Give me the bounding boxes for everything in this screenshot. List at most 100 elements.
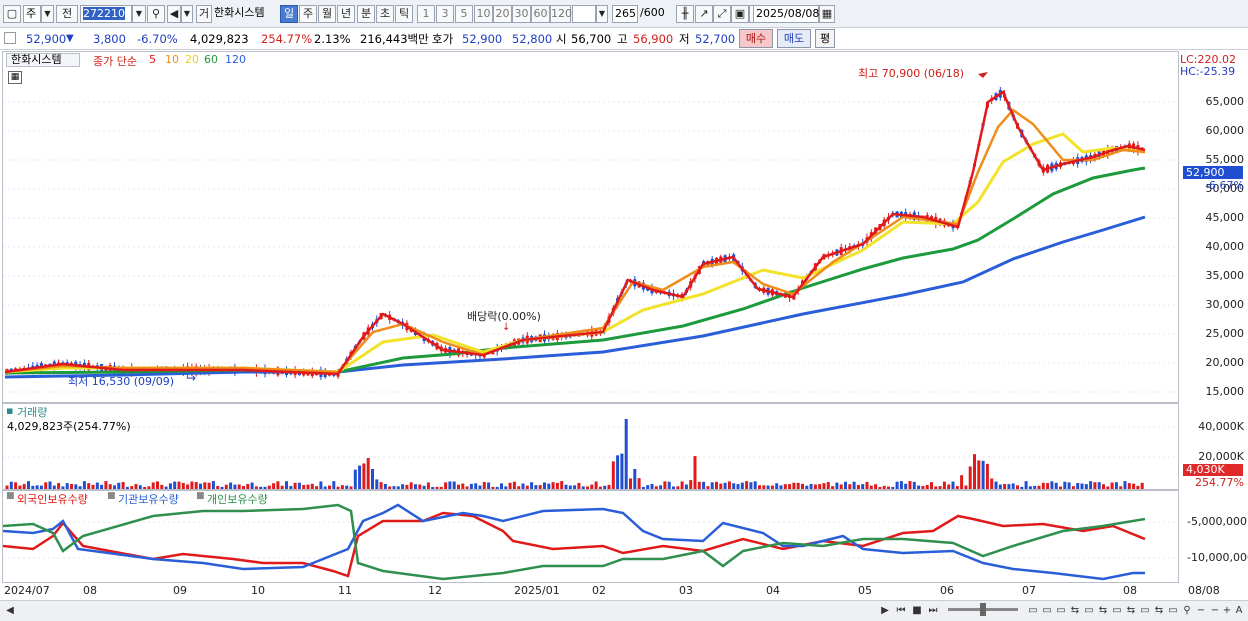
quote-checkbox[interactable] bbox=[4, 32, 16, 44]
period-second[interactable]: 초 bbox=[376, 5, 394, 23]
period-tick[interactable]: 틱 bbox=[395, 5, 413, 23]
high-annotation: 최고 70,900 (06/18) bbox=[858, 67, 965, 80]
interval-dropdown-icon[interactable]: ▼ bbox=[596, 5, 608, 23]
volume-bar bbox=[9, 481, 13, 489]
volume-bar bbox=[181, 482, 185, 489]
volume-bar bbox=[727, 481, 731, 489]
volume-bar bbox=[323, 486, 327, 489]
period-day[interactable]: 일 bbox=[280, 5, 298, 23]
volume-bar bbox=[689, 480, 693, 489]
chart-type-icon-1[interactable]: ▭ bbox=[1028, 605, 1038, 616]
interval-5[interactable]: 5 bbox=[455, 5, 473, 23]
stock-code-input[interactable]: 272210 bbox=[80, 5, 132, 23]
chart-type-icon-9[interactable]: ▭ bbox=[1140, 605, 1150, 616]
stock-code-value: 272210 bbox=[83, 7, 125, 20]
stock-name: 한화시스템 bbox=[214, 6, 265, 19]
ma-legend-60: 60 bbox=[204, 53, 218, 66]
stock-legend[interactable]: 한화시스템 bbox=[6, 53, 80, 67]
interval-120[interactable]: 120 bbox=[550, 5, 572, 23]
calendar-icon[interactable]: ▦ bbox=[819, 5, 835, 23]
volume-bar bbox=[186, 484, 190, 489]
interval-60[interactable]: 60 bbox=[531, 5, 550, 23]
chart-type-icon-11[interactable]: ▭ bbox=[1168, 605, 1178, 616]
period-week[interactable]: 주 bbox=[299, 5, 317, 23]
prev-button[interactable]: 전 bbox=[56, 5, 78, 23]
price-pane[interactable] bbox=[2, 51, 1179, 403]
interval-3[interactable]: 3 bbox=[436, 5, 454, 23]
fast-forward-icon[interactable]: ⏭ bbox=[928, 605, 938, 616]
period-month[interactable]: 월 bbox=[318, 5, 336, 23]
chart-type-icon-8[interactable]: ⇆ bbox=[1126, 605, 1136, 616]
scroll-right-icon[interactable]: ▶ bbox=[881, 605, 889, 616]
zoom-reset-icon[interactable]: − bbox=[1210, 605, 1220, 616]
draw-tool-icon[interactable]: ↗ bbox=[695, 5, 713, 23]
volume-bar bbox=[220, 486, 224, 489]
volume-bar bbox=[444, 482, 448, 489]
auto-scale-icon[interactable]: A bbox=[1235, 605, 1243, 616]
chart-type-icon-6[interactable]: ⇆ bbox=[1098, 605, 1108, 616]
volume-bar bbox=[835, 482, 839, 489]
volume-bar bbox=[861, 484, 865, 489]
zoom-out-icon[interactable]: − bbox=[1196, 605, 1206, 616]
date-input[interactable]: 2025/08/08 bbox=[753, 5, 819, 23]
volume-bar bbox=[590, 484, 594, 489]
volume-bar bbox=[353, 469, 357, 489]
chart-type-icon-10[interactable]: ⇆ bbox=[1154, 605, 1164, 616]
scroll-left-icon[interactable]: ◀ bbox=[6, 605, 14, 616]
volume-legend: 거래량 bbox=[17, 406, 48, 419]
eval-button[interactable]: 평 bbox=[815, 29, 835, 48]
stop-icon[interactable]: ■ bbox=[912, 605, 922, 616]
save-icon[interactable]: ▣ bbox=[731, 5, 749, 23]
x-label: 2024/07 bbox=[4, 584, 50, 597]
volume-bar bbox=[706, 486, 710, 489]
buy-button[interactable]: 매수 bbox=[739, 29, 773, 48]
window-icon[interactable]: ▢ bbox=[3, 5, 21, 23]
sell-button[interactable]: 매도 bbox=[777, 29, 811, 48]
volume-bar bbox=[667, 481, 671, 489]
volume-bar bbox=[1059, 486, 1062, 489]
volume-bar bbox=[538, 485, 542, 489]
zoom-slider-handle[interactable] bbox=[980, 603, 986, 616]
dividend-annotation: 배당락(0.00%) bbox=[467, 310, 541, 323]
interval-30[interactable]: 30 bbox=[512, 5, 531, 23]
volume-bar bbox=[396, 486, 400, 489]
candle-icon[interactable]: ╫ bbox=[676, 5, 694, 23]
rewind-icon[interactable]: ⏮ bbox=[896, 605, 906, 616]
volume-bar bbox=[680, 481, 684, 489]
market-select[interactable]: 주 bbox=[23, 5, 41, 23]
expand-icon[interactable]: ⤢ bbox=[713, 5, 731, 23]
code-dropdown-icon[interactable]: ▼ bbox=[132, 5, 146, 23]
chart-type-icon-5[interactable]: ▭ bbox=[1084, 605, 1094, 616]
period-minute[interactable]: 분 bbox=[357, 5, 375, 23]
volume-bar bbox=[573, 485, 577, 489]
interval-20[interactable]: 20 bbox=[493, 5, 512, 23]
chart-type-icon-7[interactable]: ▭ bbox=[1112, 605, 1122, 616]
kind-button[interactable]: 거 bbox=[196, 5, 212, 23]
search-icon[interactable]: ⚲ bbox=[147, 5, 165, 23]
volume-bar bbox=[1119, 486, 1123, 489]
volume-bar bbox=[280, 485, 284, 489]
speaker-dropdown-icon[interactable]: ▼ bbox=[181, 5, 193, 23]
table-icon[interactable]: ▦ bbox=[8, 71, 22, 84]
interval-custom-input[interactable] bbox=[572, 5, 596, 23]
interval-1[interactable]: 1 bbox=[417, 5, 435, 23]
zoom-search-icon[interactable]: ⚲ bbox=[1183, 605, 1191, 616]
volume-bar bbox=[586, 486, 589, 489]
volume-bar bbox=[57, 483, 61, 489]
chart-type-icon-3[interactable]: ▭ bbox=[1056, 605, 1066, 616]
market-dropdown-icon[interactable]: ▼ bbox=[41, 5, 54, 23]
x-label: 06 bbox=[940, 584, 954, 597]
holding-pane[interactable] bbox=[2, 490, 1179, 583]
period-year[interactable]: 년 bbox=[337, 5, 355, 23]
volume-bar bbox=[315, 486, 319, 489]
volume-bar bbox=[581, 486, 585, 489]
chart-type-icon-2[interactable]: ▭ bbox=[1042, 605, 1052, 616]
interval-10[interactable]: 10 bbox=[474, 5, 493, 23]
speaker-icon[interactable]: ◀ bbox=[167, 5, 181, 23]
zoom-in-icon[interactable]: + bbox=[1222, 605, 1232, 616]
bar-count-input[interactable]: 265 bbox=[612, 5, 638, 23]
volume-bar bbox=[259, 486, 263, 489]
scroll-bar[interactable] bbox=[0, 600, 1248, 621]
chart-type-icon-4[interactable]: ⇆ bbox=[1070, 605, 1080, 616]
ma-5-line bbox=[4, 90, 1146, 376]
